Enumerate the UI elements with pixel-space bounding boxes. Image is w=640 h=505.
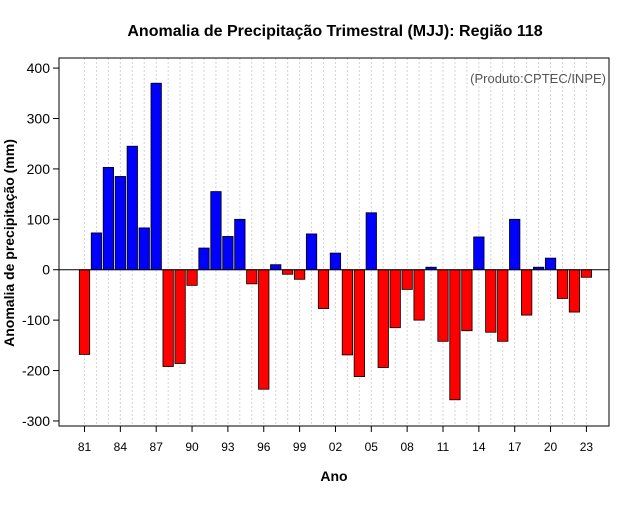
x-tick-label: 08 (400, 440, 414, 454)
y-tick-label: 200 (27, 161, 51, 177)
bar-2002 (329, 252, 342, 271)
bar-2016 (497, 269, 509, 342)
y-axis: -300 -200 -100 0 100 200 300 400 (22, 60, 59, 429)
bar-2021 (556, 269, 569, 299)
bar-1985 (126, 145, 138, 271)
y-tick-label: 400 (27, 60, 51, 76)
bar-1987 (150, 82, 162, 271)
x-tick-label: 81 (78, 440, 92, 454)
bar-2011 (437, 269, 449, 342)
bar-1998 (282, 269, 294, 275)
x-tick-label: 02 (329, 440, 343, 454)
x-tick-label: 23 (580, 440, 594, 454)
bar-2015 (485, 269, 497, 333)
bar-1991 (198, 247, 210, 271)
plot-frame (58, 57, 610, 427)
bar-1986 (138, 227, 150, 271)
bar-2020 (544, 257, 557, 271)
bar-1988 (162, 269, 174, 367)
bar-2006 (377, 269, 389, 368)
x-tick-label: 05 (365, 440, 379, 454)
bar-2003 (341, 269, 354, 356)
x-tick-label: 11 (437, 440, 450, 454)
x-tick-label: 17 (508, 440, 522, 454)
x-axis-label: Ano (320, 468, 347, 484)
bar-1983 (102, 166, 114, 271)
bar-2023 (580, 269, 593, 278)
credit-annotation: (Produto:CPTEC/INPE) (470, 71, 606, 86)
x-tick-label: 99 (293, 440, 307, 454)
bar-1981 (78, 269, 91, 355)
bar-1999 (293, 269, 306, 280)
bar-1982 (90, 232, 103, 271)
bar-2014 (473, 236, 485, 271)
bar-1996 (258, 269, 270, 390)
y-tick-label: 300 (27, 110, 51, 126)
x-tick-label: 90 (185, 440, 199, 454)
bar-1989 (174, 269, 186, 364)
bars (78, 82, 593, 401)
bar-2000 (305, 233, 318, 271)
x-tick-label: 87 (150, 440, 164, 454)
bar-2009 (413, 269, 425, 321)
y-tick-label: -100 (22, 312, 50, 328)
bar-1995 (246, 269, 258, 285)
x-tick-label: 20 (544, 440, 558, 454)
bar-1997 (270, 264, 282, 271)
bar-2004 (353, 269, 365, 377)
bar-1984 (114, 176, 126, 271)
bar-1992 (210, 191, 222, 271)
bar-2005 (365, 212, 377, 271)
bar-1994 (234, 218, 246, 271)
x-tick-label: 96 (257, 440, 271, 454)
bar-2022 (568, 269, 581, 313)
bar-2008 (401, 269, 413, 290)
y-tick-label: 100 (27, 211, 51, 227)
bar-2007 (389, 269, 401, 329)
x-tick-label: 93 (221, 440, 235, 454)
bar-2001 (317, 269, 330, 309)
bar-2018 (521, 269, 533, 316)
bar-2013 (461, 269, 473, 332)
x-tick-label: 14 (472, 440, 486, 454)
x-tick-label: 84 (114, 440, 128, 454)
bar-2017 (509, 218, 521, 271)
y-tick-label: 0 (42, 262, 50, 278)
chart-title: Anomalia de Precipitação Trimestral (MJJ… (127, 23, 542, 40)
y-tick-label: -300 (22, 413, 50, 429)
y-tick-label: -200 (22, 363, 50, 379)
bar-1990 (186, 269, 198, 286)
bar-2012 (449, 269, 461, 401)
bar-1993 (222, 236, 234, 271)
y-axis-label: Anomalia de precipitação (mm) (1, 139, 17, 347)
x-axis: 81 84 87 90 93 96 99 02 05 08 11 14 17 20 23 (78, 426, 594, 454)
